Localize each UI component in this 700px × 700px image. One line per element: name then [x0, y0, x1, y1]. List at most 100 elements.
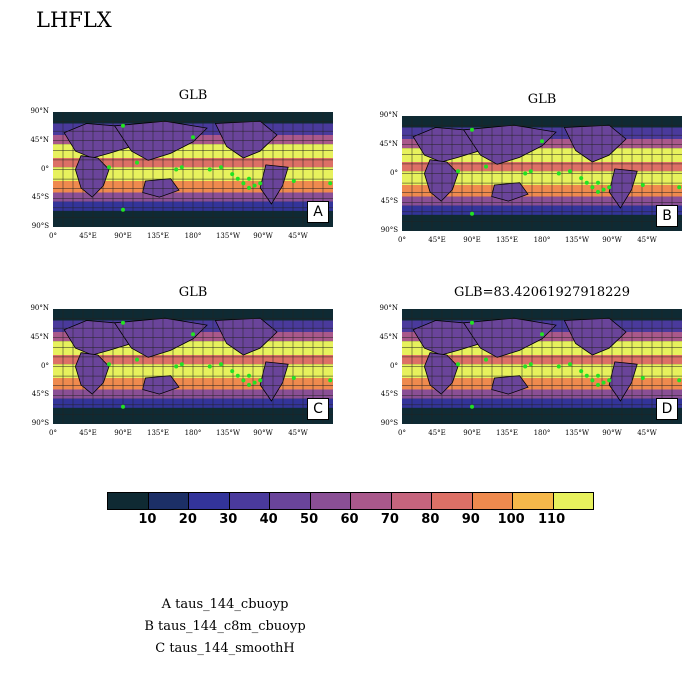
- marker-point: [230, 369, 235, 374]
- lat-tick-label: 45°S: [380, 197, 398, 206]
- colorbar: [107, 492, 594, 510]
- marker-point: [207, 167, 212, 172]
- colorbar-tick-label: 80: [421, 512, 440, 527]
- panel-title: GLB: [527, 92, 557, 107]
- continent-outline: [214, 120, 278, 159]
- marker-point: [121, 123, 125, 128]
- map-panel: A: [53, 112, 333, 227]
- legend-line-c: C taus_144_smoothH: [155, 641, 295, 656]
- lon-tick-label: 0°: [49, 232, 57, 240]
- lon-tick-label: 180°: [184, 232, 202, 240]
- lat-tick-label: 0°: [41, 164, 49, 173]
- marker-point: [677, 185, 682, 190]
- lon-tick-label: 135°E: [496, 429, 518, 437]
- panel-title: GLB=83.42061927918229: [454, 285, 630, 300]
- colorbar-swatch: [310, 493, 351, 509]
- lon-tick-label: 45°E: [79, 232, 97, 240]
- marker-point: [235, 176, 240, 181]
- marker-point: [601, 380, 606, 385]
- lat-tick-label: 90°N: [379, 304, 398, 312]
- marker-point: [235, 373, 240, 378]
- colorbar-tick-label: 100: [497, 512, 525, 527]
- marker-point: [258, 378, 263, 383]
- lon-tick-label: 0°: [49, 429, 57, 437]
- page-title: LHFLX: [36, 8, 112, 32]
- marker-point: [121, 207, 125, 212]
- lon-tick-label: 135°E: [496, 236, 518, 244]
- colorbar-tick-label: 90: [461, 512, 480, 527]
- lat-tick-label: 0°: [390, 361, 398, 370]
- marker-point: [584, 373, 589, 378]
- lon-tick-label: 45°W: [637, 236, 657, 244]
- continent-outline: [563, 317, 627, 356]
- lon-tick-label: 135°E: [147, 232, 169, 240]
- lon-tick-label: 90°E: [463, 429, 481, 437]
- lon-tick-label: 135°W: [564, 429, 590, 437]
- lon-tick-label: 45°E: [428, 236, 446, 244]
- lon-tick-label: 180°: [533, 429, 551, 437]
- colorbar-swatch: [229, 493, 270, 509]
- marker-point: [484, 357, 488, 362]
- marker-point: [484, 164, 488, 169]
- marker-point: [121, 404, 125, 409]
- lon-tick-label: 0°: [398, 236, 406, 244]
- marker-point: [135, 160, 139, 165]
- marker-point: [596, 180, 600, 185]
- lon-tick-label: 90°E: [114, 429, 132, 437]
- marker-point: [252, 183, 257, 188]
- colorbar-tick-label: 110: [538, 512, 566, 527]
- legend-line-a: A taus_144_cbuoyp: [161, 597, 289, 612]
- lat-tick-label: 90°N: [379, 111, 398, 119]
- marker-point: [328, 378, 333, 383]
- colorbar-tick-label: 70: [380, 512, 399, 527]
- lat-tick-label: 45°N: [379, 332, 398, 341]
- marker-point: [174, 167, 179, 172]
- marker-point: [590, 185, 595, 190]
- panel-letter: C: [307, 398, 329, 420]
- marker-point: [596, 382, 600, 387]
- colorbar-tick-label: 10: [138, 512, 157, 527]
- marker-point: [107, 362, 111, 367]
- colorbar-swatch: [189, 493, 230, 509]
- marker-point: [247, 373, 251, 378]
- lat-tick-label: 45°S: [380, 390, 398, 399]
- marker-point: [556, 364, 561, 369]
- colorbar-tick-label: 20: [178, 512, 197, 527]
- marker-point: [607, 378, 612, 383]
- marker-point: [579, 369, 584, 374]
- legend-line-b: B taus_144_c8m_cbuoyp: [144, 619, 306, 634]
- marker-point: [174, 364, 179, 369]
- marker-point: [470, 127, 474, 132]
- lon-tick-label: 90°E: [463, 236, 481, 244]
- marker-point: [191, 332, 195, 337]
- colorbar-swatch: [513, 493, 554, 509]
- colorbar-swatch: [553, 493, 593, 509]
- colorbar-tick-label: 30: [219, 512, 238, 527]
- lon-tick-label: 135°W: [215, 232, 241, 240]
- marker-point: [179, 165, 184, 170]
- lat-tick-label: 90°S: [380, 419, 398, 427]
- colorbar-swatch: [108, 493, 149, 509]
- marker-point: [523, 171, 528, 176]
- lon-tick-label: 45°W: [637, 429, 657, 437]
- colorbar-tick-label: 60: [340, 512, 359, 527]
- marker-point: [579, 176, 584, 181]
- marker-point: [528, 362, 533, 367]
- lon-tick-label: 90°W: [253, 429, 273, 437]
- marker-point: [470, 211, 474, 216]
- lon-tick-label: 180°: [533, 236, 551, 244]
- marker-point: [247, 382, 251, 387]
- marker-point: [291, 179, 296, 183]
- lat-tick-label: 45°N: [30, 135, 49, 144]
- marker-point: [677, 378, 682, 383]
- marker-point: [230, 172, 235, 177]
- colorbar-swatch: [351, 493, 392, 509]
- marker-point: [121, 320, 125, 325]
- lon-tick-label: 0°: [398, 429, 406, 437]
- lon-tick-label: 90°W: [602, 236, 622, 244]
- lon-tick-label: 45°W: [288, 232, 308, 240]
- marker-point: [640, 183, 645, 187]
- marker-point: [328, 181, 333, 186]
- lon-tick-label: 135°E: [147, 429, 169, 437]
- marker-point: [470, 320, 474, 325]
